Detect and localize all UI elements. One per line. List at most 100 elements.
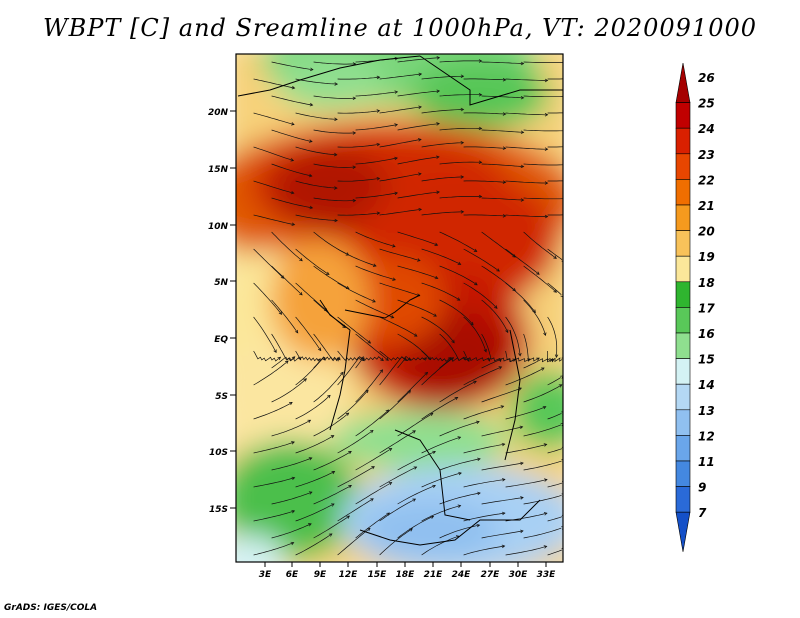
streamline: [463, 443, 505, 454]
streamline: [253, 78, 295, 89]
streamline-arrow: [291, 222, 296, 226]
streamline: [253, 510, 295, 522]
streamline-arrow: [558, 384, 563, 388]
streamline-arrow: [352, 165, 357, 169]
streamline-arrow: [505, 329, 509, 334]
colorbar-swatch: [675, 255, 691, 283]
streamline: [397, 90, 440, 97]
streamline: [523, 231, 557, 259]
streamline-arrow: [436, 122, 440, 126]
streamline: [421, 357, 454, 386]
streamline: [295, 503, 335, 522]
streamline-arrow: [289, 402, 293, 406]
streamline-arrow: [418, 207, 423, 212]
streamline: [397, 372, 428, 403]
colorbar-swatch: [675, 332, 691, 359]
streamline: [439, 231, 477, 252]
map-title: WBPT [C] and Sreamline at 1000hPa, VT: 2…: [42, 14, 758, 42]
streamline-arrow: [473, 248, 478, 252]
streamline: [505, 545, 547, 556]
streamline-arrow: [478, 92, 483, 97]
streamline: [271, 61, 313, 71]
streamline: [337, 389, 369, 420]
streamline-arrow: [394, 191, 398, 196]
streamline: [337, 528, 371, 556]
colorbar-swatch: [675, 62, 691, 103]
streamline: [337, 466, 375, 488]
streamline-arrow: [566, 95, 569, 98]
streamline-arrow: [553, 255, 557, 259]
streamline-arrow: [451, 339, 455, 344]
streamline-arrow: [473, 380, 477, 384]
streamline: [355, 512, 390, 539]
streamline-arrow: [476, 420, 480, 424]
streamline: [547, 413, 562, 420]
streamline-arrow: [433, 313, 437, 317]
streamline-arrow: [325, 271, 330, 275]
streamline: [313, 451, 352, 471]
colorbar-swatch: [675, 153, 691, 180]
streamline-arrow: [388, 448, 393, 452]
streamline-arrow: [371, 466, 375, 470]
streamline: [313, 412, 349, 437]
streamline-arrow: [478, 194, 483, 199]
streamline: [313, 371, 344, 403]
streamline: [481, 299, 509, 333]
streamline: [547, 316, 558, 358]
lon-label: 12E: [339, 570, 359, 580]
colorbar-label: 24: [698, 122, 715, 136]
streamline-arrow: [291, 476, 296, 481]
lat-label: 15N: [208, 165, 229, 175]
streamline: [397, 231, 438, 246]
streamline: [295, 471, 335, 488]
streamline-arrow: [291, 122, 295, 126]
streamline: [463, 214, 506, 217]
streamline-arrow: [496, 268, 500, 272]
streamline: [481, 462, 524, 471]
streamline-arrow: [418, 72, 423, 77]
streamline: [439, 127, 482, 131]
streamline-arrow: [565, 366, 568, 369]
streamline: [397, 357, 427, 369]
streamline-arrow: [457, 261, 462, 265]
colorbar-swatch: [675, 281, 691, 308]
streamline: [337, 356, 365, 386]
streamline: [355, 124, 398, 131]
colorbar-label: 18: [698, 276, 715, 290]
streamline: [253, 360, 289, 386]
lon-label: 18E: [396, 570, 416, 580]
streamline-arrow: [327, 394, 331, 399]
streamline-arrow: [502, 214, 507, 218]
streamline: [523, 527, 562, 539]
colorbar-swatch: [675, 307, 691, 334]
streamline: [295, 180, 338, 189]
colorbar-label: 11: [698, 455, 715, 469]
streamline-arrow: [308, 523, 312, 527]
streamline-arrow: [376, 176, 381, 181]
streamline-arrow: [566, 129, 569, 132]
streamline-arrow: [370, 498, 374, 502]
streamline: [481, 333, 501, 362]
streamline: [505, 367, 545, 386]
streamline-arrow: [543, 512, 548, 516]
streamline: [439, 94, 482, 97]
streamline: [313, 163, 356, 168]
streamline: [355, 356, 384, 369]
streamline-arrow: [474, 282, 478, 286]
streamline-arrow: [450, 357, 455, 361]
streamline: [337, 498, 374, 522]
streamline-arrow: [520, 61, 525, 66]
streamline-arrow: [390, 315, 395, 319]
streamline-arrow: [340, 371, 344, 376]
streamline: [271, 333, 296, 362]
streamline-arrow: [477, 491, 481, 496]
streamline: [253, 112, 295, 125]
colorbar-label: 9: [698, 481, 706, 495]
streamline: [295, 533, 333, 556]
streamline: [379, 356, 407, 386]
streamline-arrow: [544, 478, 548, 482]
streamline: [313, 61, 356, 65]
streamline: [547, 248, 563, 260]
streamline: [295, 282, 328, 312]
streamline-arrow: [407, 390, 412, 394]
